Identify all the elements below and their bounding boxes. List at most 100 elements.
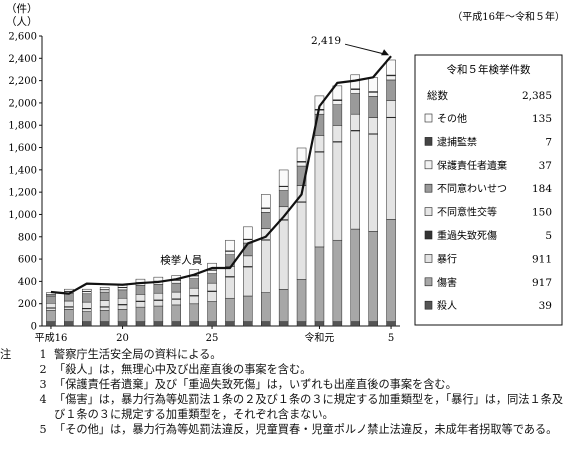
note-text: 「その他」は，暴力行為等処罰法違反，児童買春・児童ポルノ禁止法違反，未成年者拐取…	[54, 423, 558, 436]
legend-title: 令和５年検挙件数	[447, 63, 531, 76]
legend-item-label: 不同意性交等	[437, 206, 497, 219]
note-text: 「保護責任者遺棄」及び「重過失致死傷」は，いずれも出産直後の事案を含む。	[54, 378, 457, 391]
y-tick-label: 600	[18, 255, 37, 266]
bar-segment	[332, 104, 343, 126]
legend-item-label: 傷害	[437, 276, 457, 289]
peak-value-label: 2,419	[311, 35, 341, 47]
legend-item-label: 不同意わいせつ	[437, 182, 507, 195]
bar-segment	[332, 85, 343, 101]
bar-segment	[99, 300, 110, 307]
bar-segment	[207, 301, 217, 322]
bar-segment	[243, 295, 253, 322]
bar-segment	[82, 291, 92, 295]
bar-segment	[296, 279, 307, 322]
bar-segment	[368, 134, 378, 232]
bar-segment	[350, 130, 360, 230]
bar-segment	[243, 266, 253, 297]
bar-segment	[278, 219, 289, 290]
arrest-count-line	[50, 55, 392, 295]
bar-segment	[314, 321, 325, 327]
bar-segment	[386, 117, 396, 220]
note-number: 2	[39, 363, 47, 376]
bar-segment	[296, 147, 307, 162]
bar-segment	[207, 270, 217, 274]
note-head: 注	[0, 348, 12, 361]
bar-segment	[225, 321, 235, 327]
legend-item-value: 184	[532, 183, 552, 195]
bar-segment	[278, 289, 289, 322]
bar-segment	[278, 321, 289, 327]
bar-segment	[296, 321, 307, 327]
note-head	[0, 377, 32, 392]
bar-segment	[386, 219, 396, 322]
bar-segment	[135, 294, 146, 302]
bar-segment	[207, 321, 217, 327]
bar-segment	[350, 89, 360, 94]
legend-item-label: 重過失致死傷	[437, 229, 497, 242]
bar-segment	[189, 287, 199, 296]
bar-segment	[99, 287, 110, 290]
y-tick-label: 2,600	[8, 32, 37, 43]
legend-item-value: 917	[532, 277, 552, 289]
bar-segment	[243, 321, 253, 327]
y-tick-label: 1,000	[8, 210, 37, 221]
bar-segment	[82, 293, 92, 303]
bar-segment	[207, 273, 217, 284]
legend-swatch	[424, 160, 433, 170]
bar-segment	[386, 75, 396, 81]
bar-segment	[368, 321, 378, 327]
note-number: 1	[39, 348, 47, 361]
bar-segment	[189, 295, 199, 305]
bar-segment	[314, 246, 325, 322]
bar-segment	[117, 309, 128, 322]
bar-segment	[386, 321, 396, 327]
bar-segment	[171, 299, 181, 306]
bar-segment	[207, 282, 217, 292]
y-tick-label: 1,200	[8, 188, 37, 199]
bar-segment	[46, 302, 56, 308]
bar-segment	[386, 79, 396, 101]
bar-segment	[261, 239, 271, 293]
note-head	[0, 392, 32, 422]
bar-segment	[243, 226, 253, 240]
bar-segment	[261, 194, 271, 209]
legend-item-label: 逮捕監禁	[437, 135, 477, 148]
bar-segment	[261, 208, 271, 213]
legend-item-value: 911	[532, 253, 552, 265]
bar-segment	[189, 278, 199, 289]
bar-segment	[135, 306, 146, 322]
legend-item-value: 135	[532, 113, 552, 125]
bar-segment	[350, 321, 360, 327]
bar-segment	[153, 305, 164, 322]
bar-segment	[368, 117, 378, 134]
bar-segment	[82, 321, 92, 327]
bar-segment	[99, 306, 110, 311]
bar-segment	[46, 308, 56, 311]
bar-segment	[386, 100, 396, 118]
note-text: 「殺人」は，無理心中及び出産直後の事案を含む。	[54, 363, 312, 376]
bar-segment	[278, 169, 289, 187]
bar-segment	[207, 262, 217, 271]
bar-segment	[117, 287, 128, 291]
legend-item-value: 7	[545, 136, 552, 148]
bar-segment	[82, 288, 92, 292]
note-2: 2 「殺人」は，無理心中及び出産直後の事案を含む。	[0, 362, 566, 377]
bar-segment	[46, 310, 56, 322]
y-tick-label: 1,400	[8, 165, 37, 176]
bar-segment	[368, 231, 378, 322]
legend-swatch	[424, 277, 433, 287]
bar-segment	[386, 59, 396, 76]
bar-segment	[153, 321, 164, 327]
x-tick-label: 平成16	[35, 332, 68, 344]
bar-segment	[225, 276, 235, 299]
bar-segment	[261, 292, 271, 322]
note-4: 4 「傷害」は，暴力行為等処罰法１条の２及び１条の３に規定する加重類型を，「暴行…	[0, 392, 566, 422]
legend-item-value: 150	[532, 207, 552, 219]
bar-segment	[64, 300, 74, 307]
legend-swatch	[424, 113, 433, 123]
bar-segment	[82, 308, 92, 312]
bar-segment	[278, 190, 289, 208]
legend-item-label: 殺人	[437, 299, 457, 312]
bar-segment	[117, 297, 128, 305]
note-number: 4	[39, 393, 47, 406]
